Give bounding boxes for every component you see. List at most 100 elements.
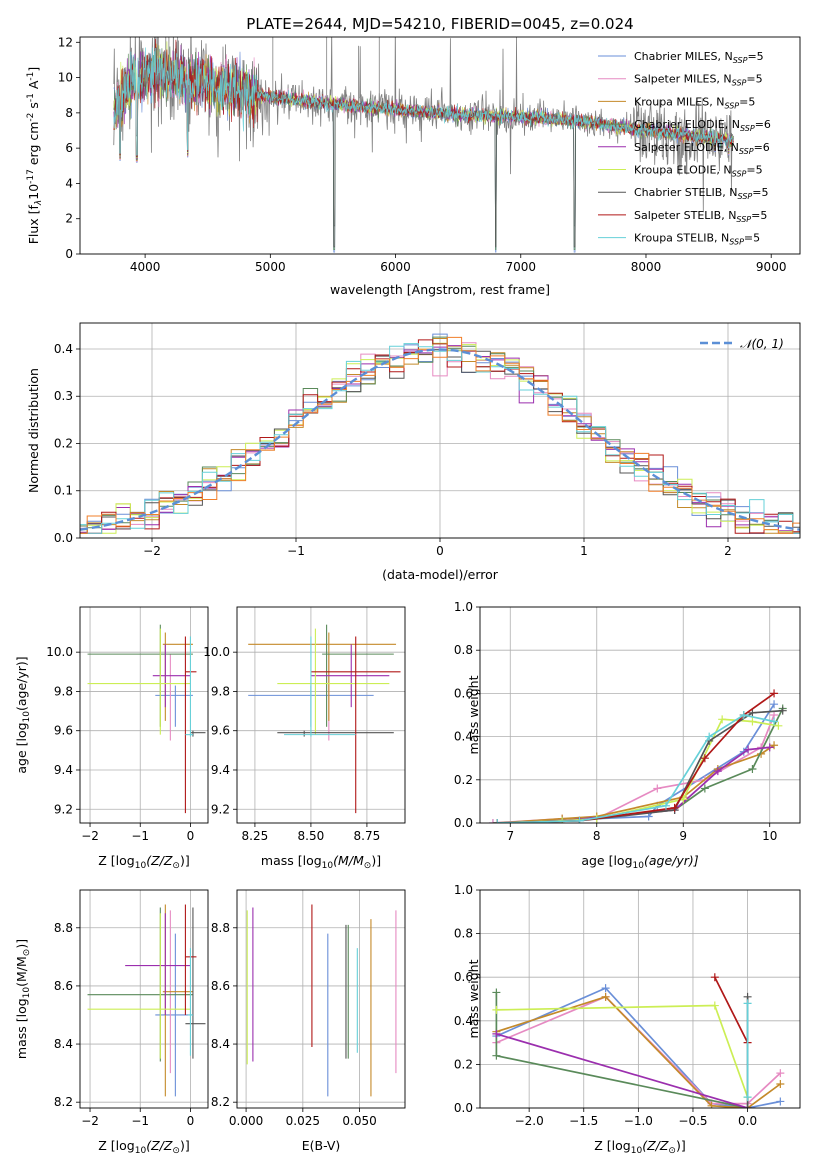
y-tick-label: 0.2 (454, 773, 473, 787)
y-tick-label: 8.6 (54, 979, 73, 993)
x-tick-label: 0.000 (229, 1114, 263, 1128)
plus-marker (765, 743, 774, 752)
y-tick-label: 6 (65, 141, 73, 155)
spectrum-legend: Chabrier MILES, NSSP=5 Salpeter MILES, NS… (598, 50, 771, 247)
y-tick-label: 1.0 (454, 600, 473, 614)
x-tick-label: 8.25 (242, 829, 269, 843)
x-tick-label: −1 (131, 829, 149, 843)
plus-marker (748, 708, 757, 717)
x-tick-label: 4000 (130, 260, 161, 274)
x-tick-label: 7 (506, 829, 514, 843)
plus-marker (748, 717, 757, 726)
x-tick-label: 0 (187, 829, 195, 843)
plus-marker (644, 812, 653, 821)
x-tick-label: −2 (81, 829, 99, 843)
axes-frame (236, 606, 406, 824)
plus-marker (776, 1080, 785, 1089)
legend-entry: Kroupa ELODIE, NSSP=5 (634, 164, 763, 179)
x-axis-label: mass [log10(M/M⊙)] (261, 853, 381, 871)
y-axis-label: Flux [fλ10-17 erg cm-2 s-1 A-1] (26, 67, 44, 245)
plus-marker (492, 1029, 501, 1038)
legend-entry: Chabrier STELIB, NSSP=5 (634, 186, 768, 201)
mass-weight-line (497, 714, 775, 823)
plus-marker (493, 819, 502, 823)
y-tick-label: 8.8 (54, 921, 73, 935)
plus-marker (710, 973, 719, 982)
y-axis-label: mass weight (466, 675, 481, 754)
plus-marker (713, 767, 722, 776)
plus-marker (488, 819, 497, 823)
mass-weight-line (496, 1033, 748, 1108)
plus-marker (661, 801, 670, 810)
axes-frame (479, 606, 801, 824)
plus-marker (770, 741, 779, 750)
plus-marker (718, 715, 727, 724)
y-tick-label: 0.8 (454, 927, 473, 941)
plus-marker (774, 721, 783, 730)
axes-frame (79, 889, 209, 1109)
plus-marker (492, 1051, 501, 1060)
mass-weight-line (714, 976, 749, 1043)
y-tick-label: 9.4 (54, 763, 73, 777)
plus-marker (710, 1001, 719, 1010)
y-tick-label: 0.0 (454, 1101, 473, 1115)
x-tick-label: 2 (724, 544, 732, 558)
y-tick-label: 0.1 (54, 484, 73, 498)
plus-marker (601, 984, 610, 993)
x-tick-label: 0.0 (738, 1114, 757, 1128)
grid (80, 890, 208, 1108)
y-tick-label: 0.4 (454, 1014, 473, 1028)
y-tick-label: 8.8 (211, 921, 230, 935)
y-tick-label: 9.6 (211, 724, 230, 738)
x-axis-label: age [log10(age/yr)] (581, 853, 698, 871)
y-tick-label: 8.4 (211, 1037, 230, 1051)
plus-marker (707, 1101, 716, 1108)
x-tick-label: 8.75 (354, 829, 381, 843)
axes-frame (236, 889, 406, 1109)
x-tick-label: 6000 (380, 260, 411, 274)
y-tick-label: 0.6 (454, 686, 473, 700)
x-axis-label: Z [log10(Z/Z⊙)] (98, 853, 189, 871)
residual-histogram (80, 336, 800, 534)
y-tick-label: 10 (58, 71, 73, 85)
age-vs-metallicity-panel: −2 −1 0 9.2 9.4 9.6 9.8 10.0 Z [log10(Z/Z⊙)] age … (14, 606, 209, 871)
y-tick-label: 0.3 (54, 389, 73, 403)
y-tick-label: 2 (65, 212, 73, 226)
x-tick-label: 0 (187, 1114, 195, 1128)
y-tick-label: 9.2 (54, 802, 73, 816)
plus-marker (776, 1097, 785, 1106)
plus-marker (575, 816, 584, 823)
plus-marker (770, 717, 779, 726)
model-spectrum-line (113, 47, 734, 156)
y-tick-label: 9.2 (211, 802, 230, 816)
legend-entry: Salpeter STELIB, NSSP=5 (634, 209, 767, 224)
y-tick-label: 0.2 (54, 436, 73, 450)
x-tick-label: 9 (679, 829, 687, 843)
y-tick-label: 9.6 (54, 724, 73, 738)
y-tick-label: 10.0 (46, 645, 73, 659)
x-axis-label: Z [log10(Z/Z⊙)] (594, 1138, 685, 1156)
y-axis-label: age [log10(age/yr)] (14, 656, 32, 773)
mass-weight-line (492, 714, 775, 823)
legend-entry: Kroupa STELIB, NSSP=5 (634, 232, 760, 247)
axes-frame (79, 36, 801, 255)
y-tick-label: 12 (58, 35, 73, 49)
y-tick-label: 8.6 (211, 979, 230, 993)
x-tick-label: 8000 (631, 260, 662, 274)
x-tick-label: 10 (762, 829, 777, 843)
plus-marker (705, 732, 714, 741)
axes-frame (79, 322, 801, 539)
plus-marker (700, 754, 709, 763)
residual-histogram (80, 333, 800, 534)
y-axis-label: mass [log10(M/M⊙)] (14, 939, 32, 1059)
x-axis-label: (data-model)/error (382, 567, 499, 582)
residual-histogram (80, 342, 800, 534)
plus-marker (748, 765, 757, 773)
x-tick-label: 1 (580, 544, 588, 558)
plus-marker (653, 784, 662, 793)
y-tick-label: 4 (65, 176, 73, 190)
x-tick-label: 0 (436, 544, 444, 558)
plus-marker (601, 992, 610, 1001)
mass-weight-line (497, 708, 784, 823)
y-tick-label: 0.8 (454, 643, 473, 657)
